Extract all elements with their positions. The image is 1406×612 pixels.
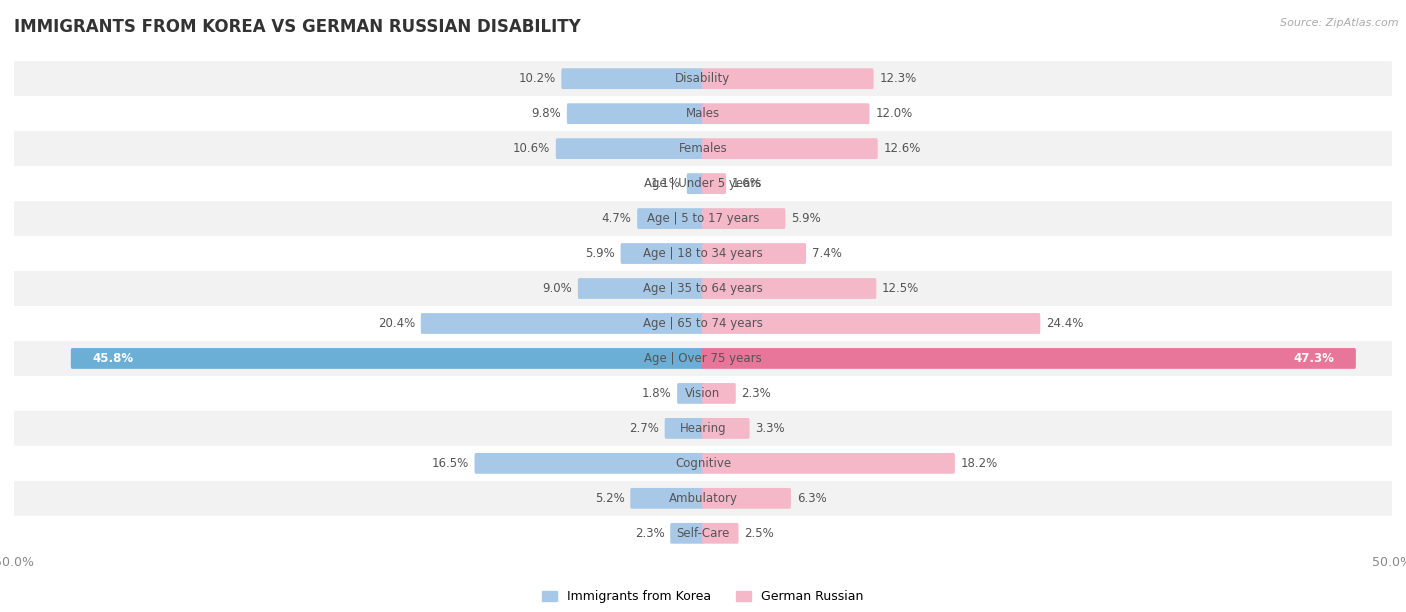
FancyBboxPatch shape xyxy=(14,481,1392,516)
Text: Self-Care: Self-Care xyxy=(676,527,730,540)
Text: Females: Females xyxy=(679,142,727,155)
Text: 2.3%: 2.3% xyxy=(634,527,665,540)
FancyBboxPatch shape xyxy=(14,201,1392,236)
Text: 7.4%: 7.4% xyxy=(811,247,842,260)
Text: 12.0%: 12.0% xyxy=(875,107,912,120)
Text: 1.8%: 1.8% xyxy=(641,387,671,400)
FancyBboxPatch shape xyxy=(14,271,1392,306)
Text: 16.5%: 16.5% xyxy=(432,457,468,470)
FancyBboxPatch shape xyxy=(702,383,735,404)
Text: 9.0%: 9.0% xyxy=(543,282,572,295)
FancyBboxPatch shape xyxy=(671,523,704,543)
FancyBboxPatch shape xyxy=(702,103,869,124)
Text: 18.2%: 18.2% xyxy=(960,457,998,470)
FancyBboxPatch shape xyxy=(702,208,786,229)
FancyBboxPatch shape xyxy=(702,523,738,543)
Text: 20.4%: 20.4% xyxy=(378,317,415,330)
Text: Hearing: Hearing xyxy=(679,422,727,435)
FancyBboxPatch shape xyxy=(561,69,704,89)
FancyBboxPatch shape xyxy=(555,138,704,159)
FancyBboxPatch shape xyxy=(686,173,704,194)
FancyBboxPatch shape xyxy=(14,166,1392,201)
FancyBboxPatch shape xyxy=(665,418,704,439)
FancyBboxPatch shape xyxy=(702,173,725,194)
FancyBboxPatch shape xyxy=(14,236,1392,271)
Text: 12.5%: 12.5% xyxy=(882,282,920,295)
Text: Cognitive: Cognitive xyxy=(675,457,731,470)
Text: Age | 5 to 17 years: Age | 5 to 17 years xyxy=(647,212,759,225)
Text: 5.9%: 5.9% xyxy=(792,212,821,225)
Text: Age | 35 to 64 years: Age | 35 to 64 years xyxy=(643,282,763,295)
Text: 47.3%: 47.3% xyxy=(1294,352,1334,365)
FancyBboxPatch shape xyxy=(702,348,1355,369)
FancyBboxPatch shape xyxy=(620,243,704,264)
FancyBboxPatch shape xyxy=(702,453,955,474)
FancyBboxPatch shape xyxy=(637,208,704,229)
FancyBboxPatch shape xyxy=(14,376,1392,411)
Legend: Immigrants from Korea, German Russian: Immigrants from Korea, German Russian xyxy=(543,591,863,603)
FancyBboxPatch shape xyxy=(14,341,1392,376)
Text: 1.6%: 1.6% xyxy=(733,177,762,190)
FancyBboxPatch shape xyxy=(420,313,704,334)
Text: Ambulatory: Ambulatory xyxy=(668,492,738,505)
FancyBboxPatch shape xyxy=(14,306,1392,341)
Text: 2.3%: 2.3% xyxy=(741,387,772,400)
FancyBboxPatch shape xyxy=(14,411,1392,446)
Text: Age | 65 to 74 years: Age | 65 to 74 years xyxy=(643,317,763,330)
Text: Age | Under 5 years: Age | Under 5 years xyxy=(644,177,762,190)
Text: Age | Over 75 years: Age | Over 75 years xyxy=(644,352,762,365)
Text: Vision: Vision xyxy=(685,387,721,400)
FancyBboxPatch shape xyxy=(702,418,749,439)
Text: Source: ZipAtlas.com: Source: ZipAtlas.com xyxy=(1281,18,1399,28)
FancyBboxPatch shape xyxy=(14,96,1392,131)
Text: Disability: Disability xyxy=(675,72,731,85)
Text: 1.1%: 1.1% xyxy=(651,177,681,190)
FancyBboxPatch shape xyxy=(702,138,877,159)
Text: 9.8%: 9.8% xyxy=(531,107,561,120)
Text: 10.6%: 10.6% xyxy=(513,142,550,155)
FancyBboxPatch shape xyxy=(702,278,876,299)
FancyBboxPatch shape xyxy=(702,488,792,509)
Text: Age | 18 to 34 years: Age | 18 to 34 years xyxy=(643,247,763,260)
FancyBboxPatch shape xyxy=(14,131,1392,166)
FancyBboxPatch shape xyxy=(702,313,1040,334)
Text: 12.6%: 12.6% xyxy=(883,142,921,155)
FancyBboxPatch shape xyxy=(702,69,873,89)
Text: 10.2%: 10.2% xyxy=(519,72,555,85)
Text: 6.3%: 6.3% xyxy=(797,492,827,505)
FancyBboxPatch shape xyxy=(630,488,704,509)
FancyBboxPatch shape xyxy=(14,446,1392,481)
Text: 2.5%: 2.5% xyxy=(744,527,775,540)
Text: 5.9%: 5.9% xyxy=(585,247,614,260)
Text: 4.7%: 4.7% xyxy=(602,212,631,225)
FancyBboxPatch shape xyxy=(14,61,1392,96)
Text: 3.3%: 3.3% xyxy=(755,422,785,435)
FancyBboxPatch shape xyxy=(567,103,704,124)
FancyBboxPatch shape xyxy=(702,243,806,264)
Text: 45.8%: 45.8% xyxy=(93,352,134,365)
FancyBboxPatch shape xyxy=(578,278,704,299)
Text: IMMIGRANTS FROM KOREA VS GERMAN RUSSIAN DISABILITY: IMMIGRANTS FROM KOREA VS GERMAN RUSSIAN … xyxy=(14,18,581,36)
FancyBboxPatch shape xyxy=(678,383,704,404)
Text: Males: Males xyxy=(686,107,720,120)
Text: 12.3%: 12.3% xyxy=(879,72,917,85)
FancyBboxPatch shape xyxy=(14,516,1392,551)
FancyBboxPatch shape xyxy=(70,348,704,369)
Text: 24.4%: 24.4% xyxy=(1046,317,1084,330)
Text: 5.2%: 5.2% xyxy=(595,492,624,505)
FancyBboxPatch shape xyxy=(475,453,704,474)
Text: 2.7%: 2.7% xyxy=(628,422,659,435)
